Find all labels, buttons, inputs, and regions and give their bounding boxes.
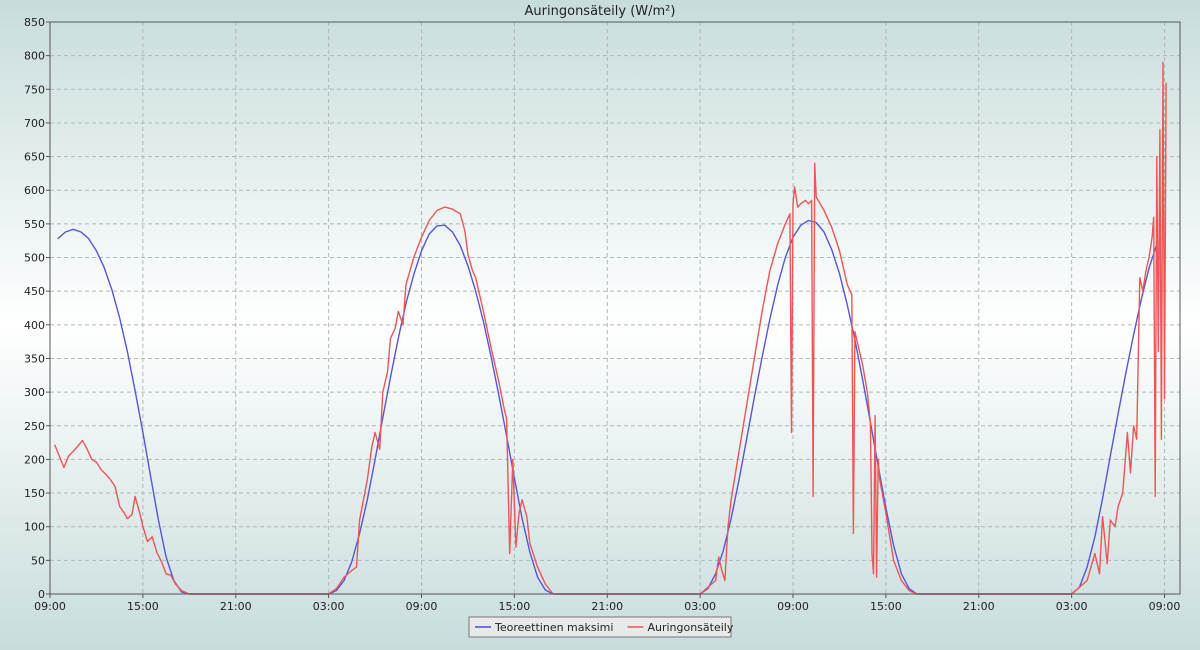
y-tick-label: 750 bbox=[24, 83, 45, 96]
chart-title: Auringonsäteily (W/m²) bbox=[525, 4, 676, 19]
y-tick-label: 100 bbox=[24, 521, 45, 534]
axis-layer: 0 50 100 150 200 250 300 350 400 450 500 550 600 650 7… bbox=[24, 16, 1181, 613]
y-tick-label: 450 bbox=[24, 285, 45, 298]
legend: Teoreettinen maksimi Auringonsäteily bbox=[468, 616, 734, 638]
y-tick-label: 300 bbox=[24, 386, 45, 399]
y-tick-label: 400 bbox=[24, 319, 45, 332]
y-tick-label: 250 bbox=[24, 420, 45, 433]
legend-box bbox=[468, 616, 732, 638]
y-tick-label: 0 bbox=[38, 588, 45, 601]
y-tick-label: 600 bbox=[24, 184, 45, 197]
x-tick-label: 09:00 bbox=[406, 600, 438, 613]
x-tick-label: 03:00 bbox=[684, 600, 716, 613]
x-tick-label: 09:00 bbox=[34, 600, 66, 613]
plot-frame bbox=[49, 21, 1181, 595]
series-layer bbox=[53, 61, 1167, 595]
y-tick-label: 200 bbox=[24, 453, 45, 466]
series-line-2 bbox=[53, 61, 1167, 595]
x-tick-label: 09:00 bbox=[777, 600, 809, 613]
y-tick-label: 150 bbox=[24, 487, 45, 500]
x-tick-label: 15:00 bbox=[870, 600, 902, 613]
y-tick-label: 850 bbox=[24, 16, 45, 29]
x-tick-label: 03:00 bbox=[313, 600, 345, 613]
legend-label-1: Teoreettinen maksimi bbox=[494, 621, 613, 634]
legend-label-2: Auringonsäteily bbox=[647, 621, 733, 634]
y-tick-label: 800 bbox=[24, 50, 45, 63]
y-tick-label: 650 bbox=[24, 151, 45, 164]
x-tick-label: 21:00 bbox=[220, 600, 252, 613]
y-tick-label: 500 bbox=[24, 252, 45, 265]
x-tick-label: 21:00 bbox=[963, 600, 995, 613]
x-tick-label: 15:00 bbox=[127, 600, 159, 613]
x-tick-label: 15:00 bbox=[499, 600, 531, 613]
y-tick-label: 700 bbox=[24, 117, 45, 130]
y-tick-label: 550 bbox=[24, 218, 45, 231]
x-tick-label: 21:00 bbox=[591, 600, 623, 613]
y-tick-label: 350 bbox=[24, 352, 45, 365]
x-tick-label: 09:00 bbox=[1149, 600, 1181, 613]
y-tick-label: 50 bbox=[31, 554, 45, 567]
x-tick-label: 03:00 bbox=[1056, 600, 1088, 613]
